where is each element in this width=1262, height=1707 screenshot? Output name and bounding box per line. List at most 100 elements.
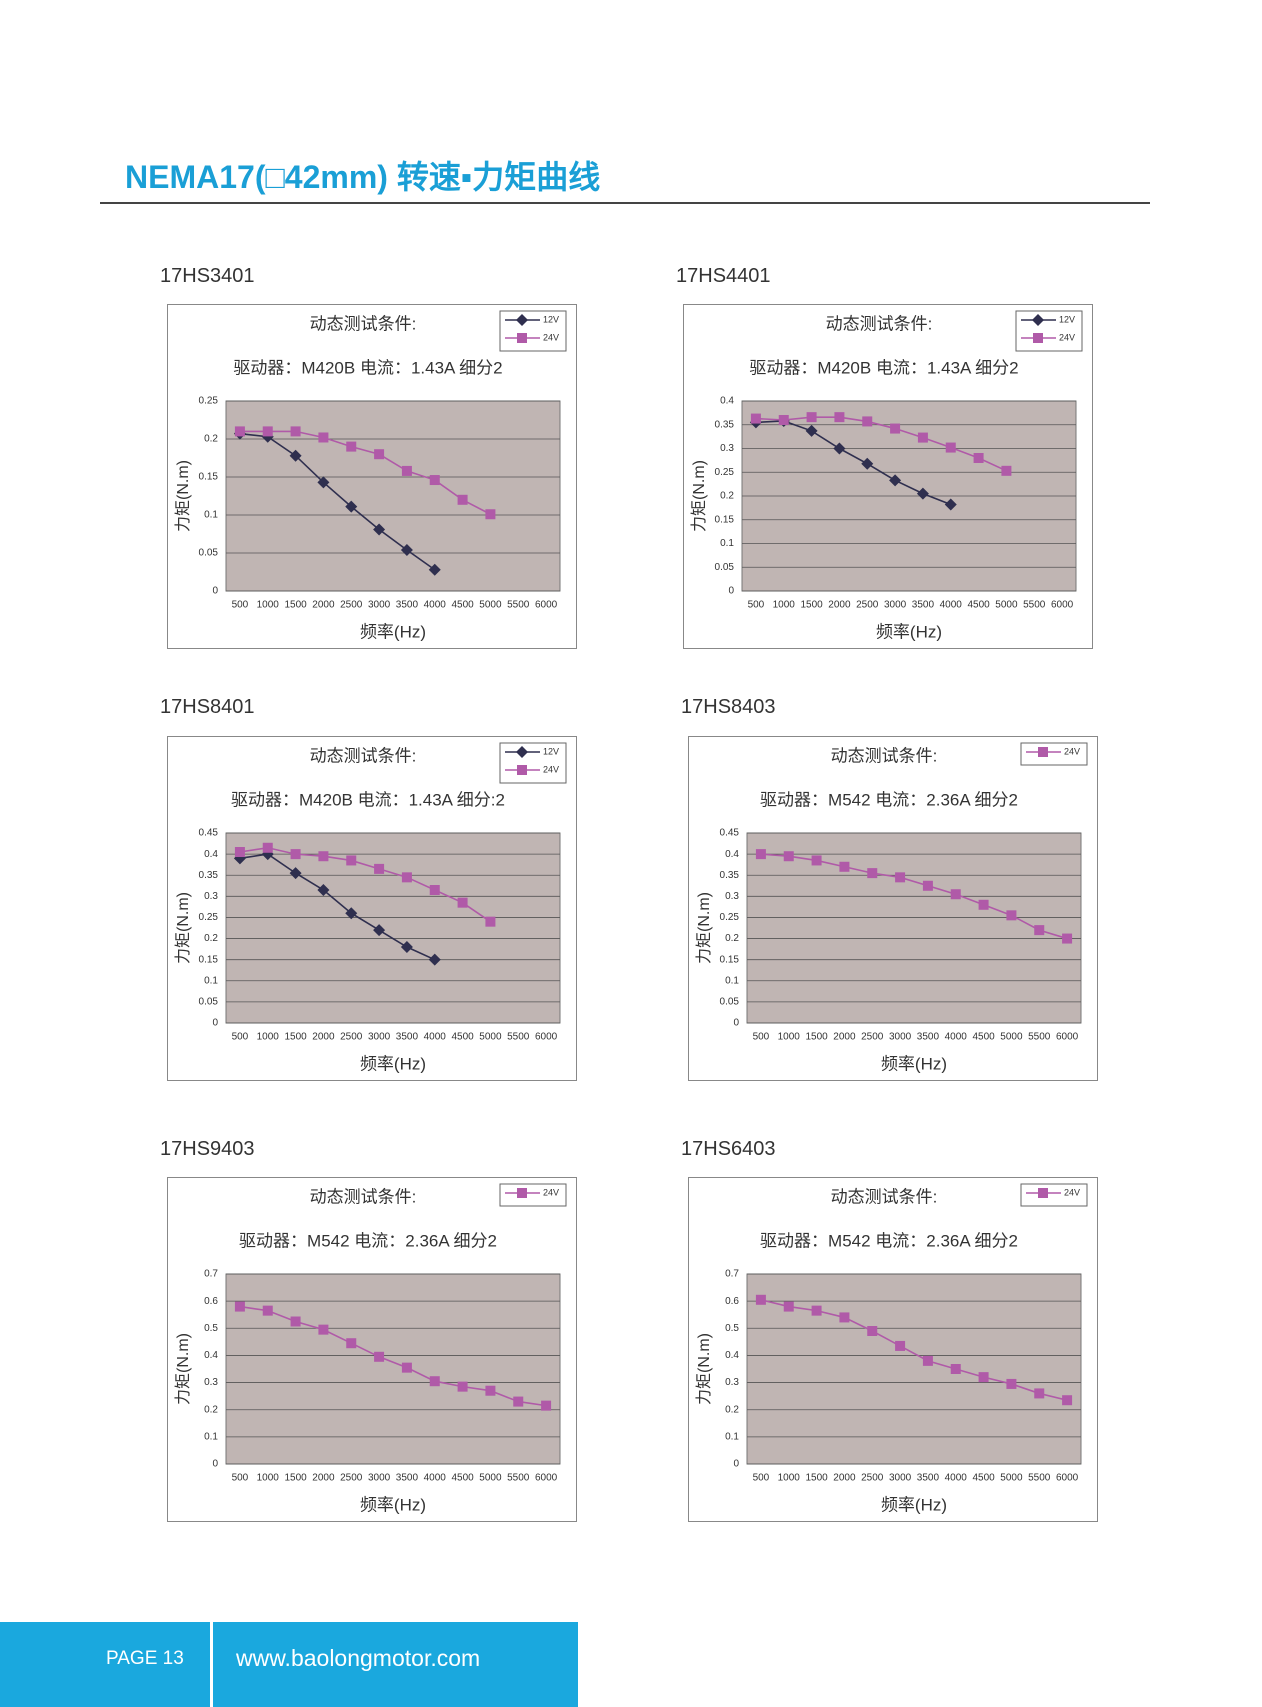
- y-tick-label: 0: [212, 1459, 218, 1470]
- marker: [805, 424, 818, 437]
- y-tick-label: 0.5: [725, 1323, 739, 1334]
- x-tick-label: 3000: [368, 1473, 391, 1484]
- y-tick-label: 0.1: [725, 1431, 739, 1442]
- legend: [1020, 1183, 1088, 1207]
- marker: [485, 509, 496, 520]
- y-axis-label: 力矩(N.m): [690, 460, 708, 532]
- y-axis-label: 力矩(N.m): [174, 892, 192, 964]
- y-tick-label: 0.4: [725, 849, 739, 860]
- marker: [373, 924, 386, 937]
- y-axis-label: 力矩(N.m): [695, 1333, 713, 1405]
- y-tick-label: 0.25: [199, 912, 219, 923]
- x-tick-label: 5500: [1028, 1032, 1051, 1043]
- x-tick-label: 5500: [1023, 600, 1046, 611]
- x-tick-label: 5000: [1000, 1473, 1023, 1484]
- marker: [345, 500, 358, 513]
- y-tick-label: 0.2: [204, 434, 218, 445]
- marker: [513, 1396, 524, 1407]
- marker: [839, 1312, 850, 1323]
- y-tick-label: 0.25: [199, 396, 219, 407]
- chart: 0 0.1 0.2 0.3 0.4 0.5 0.6 0.7 500 1000 1500 2000 250…: [688, 1177, 1098, 1522]
- marker: [978, 899, 989, 910]
- x-tick-label: 5000: [995, 600, 1018, 611]
- y-tick-label: 0.4: [725, 1350, 739, 1361]
- chart-model: 17HS6403: [681, 1138, 776, 1160]
- y-tick-label: 0.2: [725, 1404, 739, 1415]
- y-tick-label: 0.1: [204, 510, 218, 521]
- footer-divider: [210, 1622, 213, 1707]
- x-tick-label: 2000: [312, 1473, 335, 1484]
- y-tick-label: 0.6: [725, 1296, 739, 1307]
- marker: [516, 314, 528, 326]
- x-tick-label: 4500: [451, 600, 474, 611]
- legend: [499, 1183, 567, 1207]
- x-tick-label: 4000: [940, 600, 963, 611]
- marker: [261, 848, 274, 861]
- marker: [457, 494, 468, 505]
- y-tick-label: 0.25: [715, 467, 735, 478]
- x-tick-label: 4000: [424, 1032, 447, 1043]
- x-tick-label: 1500: [800, 600, 823, 611]
- marker: [1032, 314, 1044, 326]
- x-tick-label: 6000: [535, 1032, 558, 1043]
- chart: 0 0.05 0.1 0.15 0.2 0.25 0.3 0.35 0.4 0.45 500 1000…: [167, 736, 577, 1081]
- chart-model: 17HS4401: [676, 265, 771, 287]
- x-tick-label: 4000: [424, 600, 447, 611]
- x-tick-label: 5000: [1000, 1032, 1023, 1043]
- plot-area: [225, 832, 561, 1024]
- x-axis-label: 频率(Hz): [360, 1495, 426, 1514]
- x-tick-label: 2000: [312, 600, 335, 611]
- x-tick-label: 1000: [778, 1032, 801, 1043]
- marker: [517, 1188, 527, 1198]
- legend: [1015, 310, 1083, 352]
- chart-subtitle: 驱动器：M542 电流：2.36A 细分2: [760, 1231, 1018, 1250]
- x-tick-label: 4500: [967, 600, 990, 611]
- marker: [485, 916, 496, 927]
- chart: 0 0.05 0.1 0.15 0.2 0.25 500 1000 1500 2000 2500 30…: [167, 304, 577, 649]
- y-tick-label: 0.3: [725, 1377, 739, 1388]
- legend-label: 12V: [543, 314, 559, 324]
- y-tick-label: 0: [733, 1459, 739, 1470]
- x-tick-label: 6000: [535, 600, 558, 611]
- rule: [100, 202, 1150, 204]
- chart-subtitle: 驱动器：M420B 电流：1.43A 细分2: [233, 358, 502, 377]
- marker: [234, 1301, 245, 1312]
- x-tick-label: 1500: [805, 1473, 828, 1484]
- chart-subtitle: 驱动器：M542 电流：2.36A 细分2: [760, 790, 1018, 809]
- marker: [1038, 1188, 1048, 1198]
- y-tick-label: 0.05: [199, 997, 219, 1008]
- chart-model: 17HS9403: [160, 1138, 255, 1160]
- x-tick-label: 3000: [889, 1473, 912, 1484]
- x-tick-label: 4500: [972, 1473, 995, 1484]
- y-tick-label: 0.05: [715, 562, 735, 573]
- y-tick-label: 0.2: [204, 933, 218, 944]
- legend-label: 24V: [543, 332, 559, 342]
- marker: [890, 423, 901, 434]
- marker: [262, 842, 273, 853]
- marker: [1062, 933, 1073, 944]
- x-axis-label: 频率(Hz): [881, 1054, 947, 1073]
- y-tick-label: 0.1: [720, 538, 734, 549]
- x-tick-label: 4500: [451, 1032, 474, 1043]
- marker: [290, 849, 301, 860]
- y-tick-label: 0.1: [725, 975, 739, 986]
- x-tick-label: 3000: [368, 600, 391, 611]
- y-tick-label: 0.1: [204, 975, 218, 986]
- website-link[interactable]: www.baolongmotor.com: [236, 1645, 481, 1671]
- y-tick-label: 0: [212, 586, 218, 597]
- marker: [234, 847, 245, 857]
- y-tick-label: 0.7: [204, 1269, 218, 1280]
- marker: [755, 1294, 766, 1305]
- y-axis-label: 力矩(N.m): [695, 892, 713, 964]
- marker: [290, 1316, 301, 1327]
- plot-area: [746, 1273, 1082, 1465]
- marker: [783, 851, 794, 862]
- x-tick-label: 2500: [856, 600, 879, 611]
- marker: [400, 941, 413, 953]
- legend-label: 12V: [543, 746, 559, 756]
- x-tick-label: 4000: [945, 1032, 968, 1043]
- marker: [318, 1324, 329, 1335]
- marker: [262, 1305, 273, 1316]
- marker: [457, 897, 468, 908]
- y-tick-label: 0.15: [720, 954, 740, 965]
